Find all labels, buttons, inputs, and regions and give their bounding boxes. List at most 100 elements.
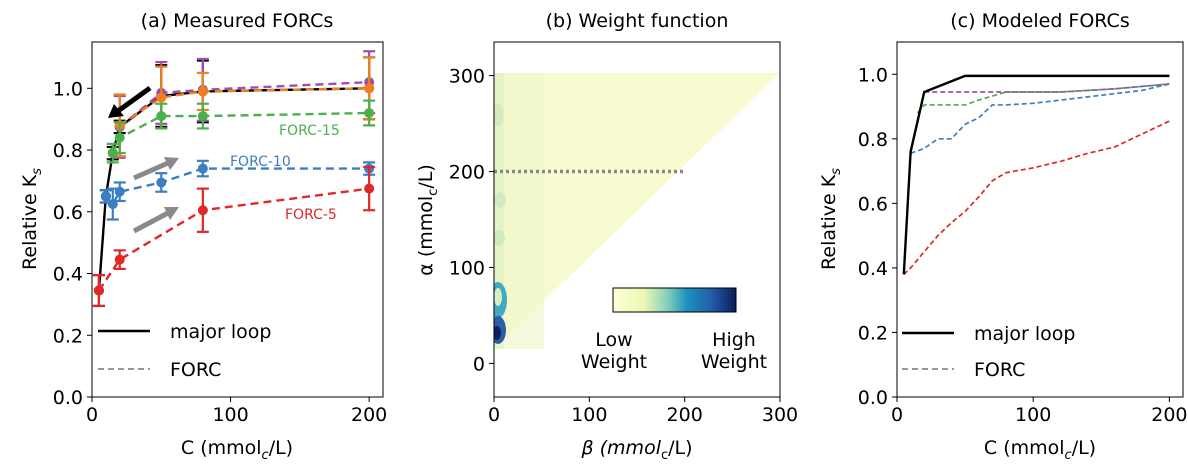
model-series-line-0 — [902, 74, 1170, 275]
y-tick-label: 0.8 — [858, 129, 888, 151]
panel-b-frame — [493, 41, 781, 398]
data-point — [100, 191, 111, 202]
panel-c-ylabel: Relative Ks — [818, 168, 844, 270]
weight-band-faint — [504, 73, 544, 349]
y-tick-label: 0.2 — [858, 322, 888, 344]
panel-a-legend: major loop FORC — [98, 321, 272, 381]
panel-a-plot-area — [92, 50, 376, 308]
data-point — [156, 111, 167, 122]
data-point — [114, 132, 125, 143]
arrow-down-black — [116, 85, 152, 114]
arrow-up-gray-1 — [132, 160, 170, 181]
arrow-up-gray-1-head — [164, 157, 179, 170]
panel-a-title: (a) Measured FORCs — [141, 10, 334, 32]
panel-c-frame — [896, 41, 1184, 398]
panel-c: (c) Modeled FORCs 0 100 200 0.0 0.2 0.4 0.6 0.8… — [818, 10, 1188, 463]
x-tick-label: 0 — [891, 404, 903, 426]
x-tick-label: 200 — [1151, 404, 1187, 426]
y-tick-label: 0.4 — [53, 264, 83, 286]
data-point — [364, 83, 375, 94]
series-line-2 — [119, 87, 370, 127]
arrow-up-gray-2 — [132, 210, 170, 234]
data-point — [93, 285, 104, 296]
x-tick-label: 0 — [488, 404, 500, 426]
panel-a-ylabel: Relative Ks — [19, 168, 45, 270]
panel-c-legend: major loop FORC — [902, 323, 1076, 381]
colorbar-high-label: High Weight — [701, 329, 767, 373]
y-tick-label: 200 — [449, 162, 485, 184]
panel-b-ylabel: α (mmolc/L) — [415, 164, 441, 275]
arrow-down-black-head — [108, 104, 124, 118]
panel-b-ticks: 0 100 200 300 0 100 200 300 — [449, 66, 798, 426]
direction-arrows — [108, 85, 179, 234]
panel-b-title: (b) Weight function — [546, 10, 729, 32]
legend-forc-label: FORC — [170, 359, 221, 381]
x-tick-label: 200 — [667, 404, 703, 426]
panel-a: (a) Measured FORCs 0 100 200 0.0 0.2 0.4 0.6 0.… — [19, 10, 387, 463]
weight-band-left — [494, 73, 504, 349]
x-tick-label: 100 — [1015, 404, 1051, 426]
panel-a-xlabel: C (mmolc/L) — [181, 437, 293, 463]
y-tick-label: 1.0 — [858, 64, 888, 86]
colorbar: Low Weight High Weight — [581, 287, 767, 373]
annotation-forc-10: FORC-10 — [230, 154, 291, 170]
y-tick-label: 1.0 — [53, 78, 83, 100]
panel-c-xlabel: C (mmolc/L) — [984, 437, 1096, 463]
y-tick-label: 0.4 — [858, 258, 888, 280]
model-series-line-4 — [910, 83, 1170, 155]
x-tick-label: 0 — [86, 404, 98, 426]
y-tick-label: 0.0 — [858, 387, 888, 409]
panel-c-ticks: 0 100 200 0.0 0.2 0.4 0.6 0.8 1.0 — [858, 64, 1188, 426]
data-point — [107, 148, 118, 159]
y-tick-label: 0 — [473, 353, 485, 375]
series-line-5 — [97, 187, 370, 292]
model-series-line-2 — [924, 83, 1170, 93]
annotation-forc-15: FORC-15 — [279, 123, 340, 139]
y-tick-label: 0.0 — [53, 387, 83, 409]
data-point — [364, 183, 375, 194]
y-tick-label: 300 — [449, 66, 485, 88]
weight-blob-3 — [494, 326, 501, 340]
legend-c-forc-label: FORC — [974, 359, 1025, 381]
x-tick-label: 200 — [351, 404, 387, 426]
weight-blob-5 — [494, 230, 505, 246]
weight-blob-7 — [494, 103, 503, 127]
series-line-3 — [111, 111, 370, 154]
x-tick-label: 100 — [212, 404, 248, 426]
weight-blob-4 — [494, 288, 502, 306]
x-tick-label: 300 — [762, 404, 798, 426]
y-tick-label: 0.8 — [53, 140, 83, 162]
panel-b: (b) Weight function 0 100 200 300 0 100 200 300… — [415, 10, 798, 463]
weight-triangle — [494, 73, 780, 349]
panel-c-plot-area — [902, 74, 1170, 275]
weight-blob-6 — [494, 192, 506, 208]
y-tick-label: 0.6 — [53, 202, 83, 224]
data-point — [197, 86, 208, 97]
data-point — [114, 186, 125, 197]
weight-heatmap — [494, 73, 780, 349]
colorbar-low-label: Low Weight — [581, 329, 647, 373]
annotation-forc-5: FORC-5 — [285, 207, 337, 223]
data-point — [114, 254, 125, 265]
data-point — [156, 92, 167, 103]
legend-major-loop-label: major loop — [170, 321, 272, 343]
panel-a-ticks: 0 100 200 0.0 0.2 0.4 0.6 0.8 1.0 — [53, 78, 387, 426]
data-point — [107, 199, 118, 210]
model-series-line-3 — [916, 83, 1170, 114]
legend-c-major-loop-label: major loop — [974, 323, 1076, 345]
series-line-4 — [104, 167, 370, 207]
arrow-up-gray-2-head — [164, 207, 179, 220]
colorbar-gradient — [612, 287, 737, 313]
data-point — [156, 177, 167, 188]
data-point — [364, 108, 375, 118]
series-line-1 — [118, 80, 370, 128]
data-point — [197, 111, 208, 122]
data-point — [197, 205, 208, 216]
panel-b-xlabel: β (mmolc/L) — [580, 437, 692, 463]
data-point — [197, 163, 208, 174]
x-tick-label: 100 — [571, 404, 607, 426]
series-line-0 — [97, 87, 370, 291]
panel-c-title: (c) Modeled FORCs — [950, 10, 1129, 32]
y-tick-label: 100 — [449, 257, 485, 279]
